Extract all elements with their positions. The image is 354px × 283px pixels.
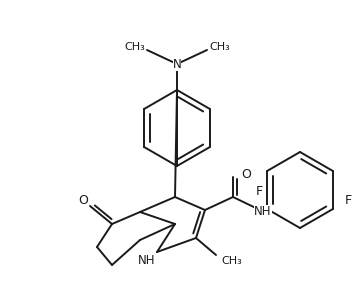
Text: O: O [241, 168, 251, 181]
Text: CH₃: CH₃ [221, 256, 242, 266]
Text: F: F [256, 185, 263, 198]
Text: F: F [345, 194, 352, 207]
Text: NH: NH [138, 254, 156, 267]
Text: NH: NH [254, 205, 272, 218]
Text: CH₃: CH₃ [209, 42, 230, 52]
Text: O: O [78, 194, 88, 207]
Text: CH₃: CH₃ [124, 42, 145, 52]
Text: N: N [173, 57, 181, 70]
